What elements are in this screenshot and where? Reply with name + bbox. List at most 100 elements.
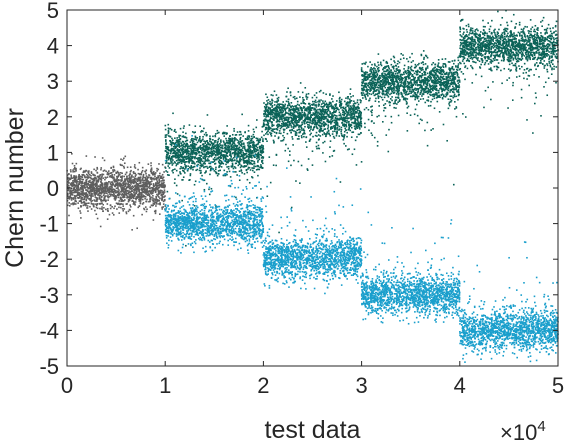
- data-point: [318, 90, 321, 93]
- data-point: [87, 186, 89, 189]
- data-point: [76, 194, 79, 196]
- data-point: [255, 126, 258, 129]
- data-point: [431, 93, 434, 96]
- data-point: [180, 153, 183, 156]
- data-point: [249, 148, 252, 151]
- data-point: [170, 158, 172, 161]
- data-point: [178, 154, 181, 157]
- data-point: [90, 194, 93, 196]
- data-point: [348, 104, 350, 106]
- data-point: [256, 119, 258, 121]
- data-point: [280, 116, 282, 118]
- data-point: [346, 121, 348, 124]
- data-point: [215, 139, 217, 142]
- data-point: [385, 134, 388, 136]
- data-point: [209, 162, 212, 165]
- data-point: [205, 155, 208, 158]
- data-point: [83, 184, 85, 187]
- data-point: [150, 193, 153, 195]
- data-point: [75, 191, 77, 194]
- data-point: [157, 175, 160, 178]
- data-point: [202, 138, 204, 141]
- data-point: [277, 113, 279, 116]
- data-point: [265, 115, 268, 118]
- data-point: [70, 185, 73, 187]
- data-point: [220, 160, 223, 163]
- data-point: [99, 191, 101, 194]
- data-point: [295, 108, 297, 111]
- data-point: [348, 108, 351, 111]
- data-point: [183, 155, 186, 158]
- data-point: [238, 134, 241, 136]
- data-point: [287, 87, 289, 90]
- data-point: [175, 169, 178, 172]
- data-point: [207, 151, 210, 153]
- data-point: [328, 102, 331, 105]
- data-point: [192, 138, 195, 140]
- data-point: [90, 172, 93, 174]
- data-point: [333, 137, 336, 139]
- data-point: [286, 112, 288, 114]
- data-point: [456, 69, 459, 71]
- data-point: [67, 204, 69, 207]
- data-point: [258, 158, 261, 161]
- data-point: [104, 182, 106, 184]
- data-point: [320, 111, 323, 113]
- data-point: [340, 128, 343, 131]
- data-point: [267, 107, 270, 110]
- data-point: [102, 186, 105, 189]
- data-point: [141, 179, 143, 181]
- data-point: [271, 125, 273, 127]
- data-point: [288, 150, 291, 153]
- data-point: [124, 190, 126, 193]
- data-point: [346, 135, 348, 138]
- data-point: [152, 202, 155, 204]
- data-point: [175, 151, 178, 154]
- data-point: [132, 203, 135, 205]
- data-point: [397, 78, 400, 80]
- data-point: [311, 107, 313, 109]
- data-point: [149, 176, 152, 179]
- data-point: [81, 182, 83, 185]
- data-point: [120, 200, 122, 202]
- data-point: [334, 107, 336, 110]
- data-point: [297, 109, 300, 112]
- data-point: [204, 162, 206, 165]
- data-point: [275, 128, 278, 130]
- data-point: [364, 86, 366, 88]
- data-point: [201, 151, 203, 154]
- data-point: [85, 202, 87, 205]
- data-point: [79, 212, 82, 214]
- data-point: [199, 148, 202, 150]
- data-point: [242, 166, 245, 168]
- data-point: [281, 139, 284, 142]
- data-point: [67, 192, 69, 195]
- data-point: [92, 204, 95, 207]
- data-point: [206, 150, 209, 153]
- data-point: [99, 174, 102, 176]
- data-point: [236, 152, 239, 155]
- data-point: [181, 160, 184, 163]
- data-point: [257, 139, 259, 141]
- data-point: [294, 121, 296, 124]
- data-point: [82, 182, 84, 185]
- data-point: [127, 183, 129, 185]
- data-point: [230, 147, 233, 150]
- data-point: [185, 149, 187, 151]
- data-point: [311, 164, 314, 166]
- data-point: [108, 195, 111, 198]
- data-point: [235, 196, 237, 199]
- data-point: [330, 123, 332, 125]
- data-point: [286, 132, 289, 135]
- data-point: [202, 135, 204, 138]
- data-point: [286, 107, 288, 109]
- data-point: [129, 194, 131, 197]
- data-point: [293, 130, 295, 132]
- data-point: [139, 202, 142, 204]
- data-point: [365, 98, 367, 100]
- data-point: [148, 174, 151, 177]
- data-point: [261, 148, 264, 151]
- data-point: [120, 197, 122, 199]
- data-point: [143, 207, 145, 210]
- data-point: [248, 160, 250, 163]
